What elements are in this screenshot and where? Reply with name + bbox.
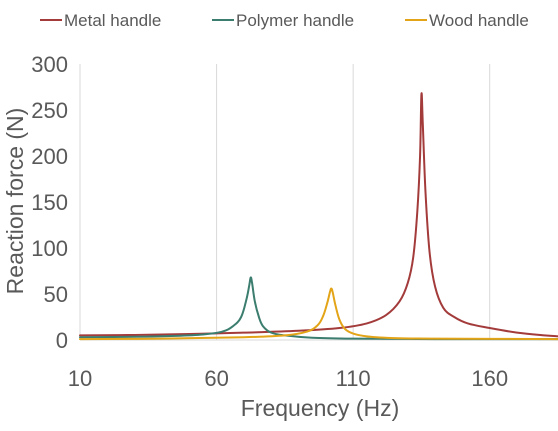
y-tick-label: 200 [31,144,68,169]
series-line-polymer-handle [79,276,558,341]
series-line-metal-handle [79,92,558,338]
y-tick-label: 250 [31,98,68,123]
y-tick-label: 50 [44,282,68,307]
y-tick-label: 300 [31,52,68,77]
series-line-wood-handle [79,287,558,341]
axes [79,64,558,341]
x-axis-title: Frequency (Hz) [241,395,399,421]
legend: Metal handle Polymer handle Wood handle [40,11,529,30]
x-tick-labels: 10 60 110 160 [68,366,508,391]
y-tick-label: 150 [31,190,68,215]
gridlines [216,64,491,340]
legend-label: Polymer handle [236,11,354,30]
legend-item-wood-handle: Wood handle [405,11,529,30]
x-tick-label: 160 [471,366,508,391]
legend-item-polymer-handle: Polymer handle [212,11,354,30]
legend-label: Metal handle [64,11,161,30]
y-tick-label: 0 [56,328,68,353]
y-axis-title: Reaction force (N) [2,108,28,295]
series-layer [79,92,558,341]
legend-label: Wood handle [429,11,529,30]
x-tick-label: 10 [68,366,92,391]
x-tick-label: 110 [336,366,371,391]
y-tick-labels: 0 50 100 150 200 250 300 [31,52,68,353]
y-tick-label: 100 [31,236,68,261]
legend-item-metal-handle: Metal handle [40,11,161,30]
x-tick-label: 60 [204,366,228,391]
